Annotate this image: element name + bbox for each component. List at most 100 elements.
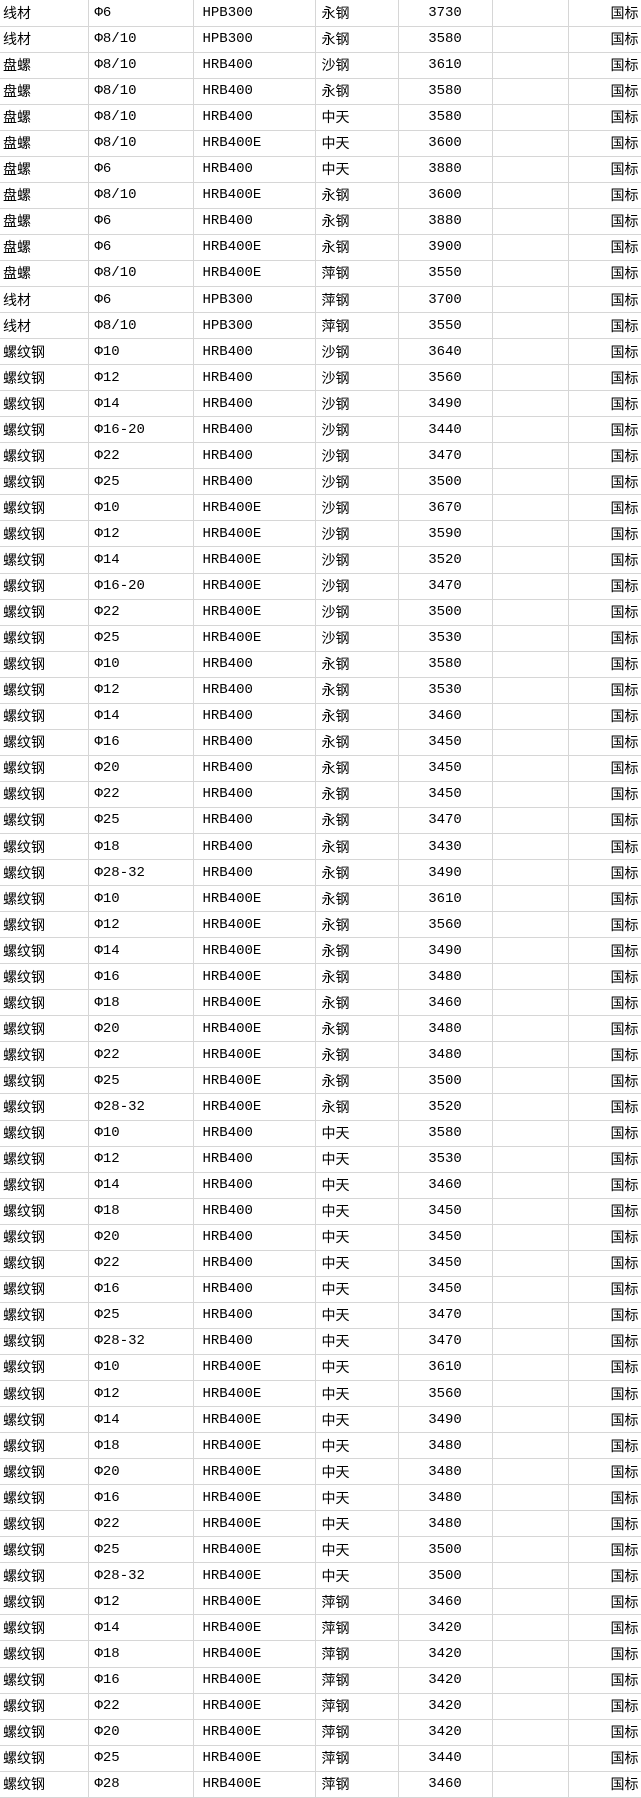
cell-standard[interactable]: 国标 (568, 1380, 641, 1408)
cell-price[interactable]: 3500 (398, 468, 493, 496)
cell-price[interactable]: 3700 (398, 286, 493, 314)
cell-mill[interactable]: 沙钢 (315, 573, 399, 600)
cell-empty[interactable] (492, 416, 569, 444)
cell-spec[interactable]: Φ18 (88, 1432, 194, 1460)
cell-mill[interactable]: 萍钢 (315, 286, 399, 314)
cell-product[interactable]: 螺纹钢 (0, 1015, 89, 1043)
cell-product[interactable]: 螺纹钢 (0, 573, 89, 600)
cell-standard[interactable]: 国标 (568, 1250, 641, 1277)
cell-empty[interactable] (492, 1120, 569, 1147)
cell-mill[interactable]: 中天 (315, 1302, 399, 1329)
cell-mill[interactable]: 中天 (315, 1328, 399, 1355)
cell-product[interactable]: 螺纹钢 (0, 911, 89, 939)
cell-grade[interactable]: HRB400 (193, 1250, 316, 1277)
cell-spec[interactable]: Φ28-32 (88, 1562, 194, 1590)
cell-price[interactable]: 3530 (398, 677, 493, 704)
cell-spec[interactable]: Φ25 (88, 1302, 194, 1329)
cell-grade[interactable]: HRB400E (193, 1693, 316, 1720)
cell-empty[interactable] (492, 1015, 569, 1043)
cell-spec[interactable]: Φ16-20 (88, 573, 194, 600)
cell-grade[interactable]: HRB400E (193, 1380, 316, 1408)
cell-mill[interactable]: 永钢 (315, 677, 399, 704)
cell-product[interactable]: 螺纹钢 (0, 885, 89, 913)
cell-grade[interactable]: HRB400 (193, 755, 316, 782)
cell-product[interactable]: 螺纹钢 (0, 1172, 89, 1199)
cell-empty[interactable] (492, 364, 569, 392)
cell-grade[interactable]: HRB400 (193, 729, 316, 756)
cell-empty[interactable] (492, 1484, 569, 1512)
cell-mill[interactable]: 萍钢 (315, 1719, 399, 1746)
cell-mill[interactable]: 永钢 (315, 26, 399, 53)
cell-mill[interactable]: 永钢 (315, 755, 399, 782)
cell-standard[interactable]: 国标 (568, 494, 641, 522)
cell-product[interactable]: 螺纹钢 (0, 1224, 89, 1251)
cell-standard[interactable]: 国标 (568, 1172, 641, 1199)
cell-standard[interactable]: 国标 (568, 911, 641, 939)
cell-standard[interactable]: 国标 (568, 1562, 641, 1590)
cell-empty[interactable] (492, 1067, 569, 1095)
cell-empty[interactable] (492, 442, 569, 470)
cell-grade[interactable]: HRB400E (193, 1354, 316, 1381)
cell-grade[interactable]: HPB300 (193, 26, 316, 53)
cell-spec[interactable]: Φ22 (88, 781, 194, 808)
cell-price[interactable]: 3520 (398, 546, 493, 574)
cell-empty[interactable] (492, 182, 569, 209)
cell-spec[interactable]: Φ20 (88, 1719, 194, 1746)
cell-grade[interactable]: HRB400 (193, 677, 316, 704)
cell-price[interactable]: 3480 (398, 1510, 493, 1538)
cell-product[interactable]: 螺纹钢 (0, 1328, 89, 1355)
cell-grade[interactable]: HRB400E (193, 546, 316, 574)
cell-empty[interactable] (492, 104, 569, 131)
cell-product[interactable]: 螺纹钢 (0, 755, 89, 782)
cell-product[interactable]: 螺纹钢 (0, 1510, 89, 1538)
cell-mill[interactable]: 中天 (315, 1224, 399, 1251)
cell-product[interactable]: 螺纹钢 (0, 1198, 89, 1225)
cell-product[interactable]: 线材 (0, 312, 89, 340)
cell-spec[interactable]: Φ10 (88, 1120, 194, 1147)
cell-mill[interactable]: 萍钢 (315, 1745, 399, 1772)
cell-spec[interactable]: Φ8/10 (88, 26, 194, 53)
cell-mill[interactable]: 沙钢 (315, 416, 399, 444)
cell-empty[interactable] (492, 1745, 569, 1772)
cell-spec[interactable]: Φ8/10 (88, 78, 194, 105)
cell-grade[interactable]: HRB400E (193, 1458, 316, 1486)
cell-standard[interactable]: 国标 (568, 338, 641, 366)
cell-price[interactable]: 3460 (398, 1588, 493, 1616)
cell-spec[interactable]: Φ14 (88, 390, 194, 418)
cell-product[interactable]: 螺纹钢 (0, 1250, 89, 1277)
cell-standard[interactable]: 国标 (568, 1302, 641, 1329)
cell-empty[interactable] (492, 1406, 569, 1434)
cell-price[interactable]: 3480 (398, 1041, 493, 1069)
cell-price[interactable]: 3480 (398, 963, 493, 991)
cell-product[interactable]: 线材 (0, 286, 89, 314)
cell-price[interactable]: 3420 (398, 1640, 493, 1668)
cell-price[interactable]: 3480 (398, 1458, 493, 1486)
cell-grade[interactable]: HRB400E (193, 963, 316, 991)
cell-grade[interactable]: HRB400E (193, 573, 316, 600)
cell-standard[interactable]: 国标 (568, 1719, 641, 1746)
cell-standard[interactable]: 国标 (568, 1458, 641, 1486)
cell-standard[interactable]: 国标 (568, 1588, 641, 1616)
cell-empty[interactable] (492, 1510, 569, 1538)
cell-spec[interactable]: Φ25 (88, 1067, 194, 1095)
cell-mill[interactable]: 永钢 (315, 781, 399, 808)
cell-mill[interactable]: 中天 (315, 1536, 399, 1564)
cell-price[interactable]: 3470 (398, 573, 493, 600)
cell-grade[interactable]: HRB400 (193, 442, 316, 470)
cell-product[interactable]: 螺纹钢 (0, 390, 89, 418)
cell-standard[interactable]: 国标 (568, 234, 641, 261)
cell-mill[interactable]: 萍钢 (315, 1640, 399, 1668)
cell-spec[interactable]: Φ28-32 (88, 1093, 194, 1121)
cell-standard[interactable]: 国标 (568, 312, 641, 340)
cell-spec[interactable]: Φ16 (88, 1276, 194, 1303)
cell-mill[interactable]: 中天 (315, 1458, 399, 1486)
cell-grade[interactable]: HRB400E (193, 260, 316, 288)
cell-grade[interactable]: HRB400 (193, 1172, 316, 1199)
cell-empty[interactable] (492, 1719, 569, 1746)
cell-product[interactable]: 螺纹钢 (0, 416, 89, 444)
cell-standard[interactable]: 国标 (568, 1015, 641, 1043)
cell-standard[interactable]: 国标 (568, 1198, 641, 1225)
cell-empty[interactable] (492, 885, 569, 913)
cell-mill[interactable]: 永钢 (315, 208, 399, 235)
cell-price[interactable]: 3470 (398, 807, 493, 835)
